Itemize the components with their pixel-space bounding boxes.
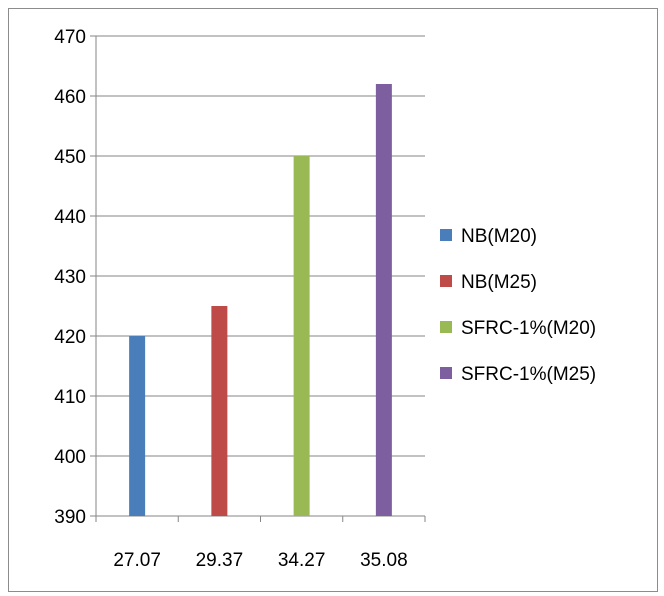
x-tick-label: 35.08 xyxy=(360,550,408,571)
y-tick-label: 420 xyxy=(54,327,86,348)
y-tick-label: 460 xyxy=(54,87,86,108)
bars xyxy=(129,84,392,516)
x-tick-label: 27.07 xyxy=(113,550,161,571)
y-tick-label: 450 xyxy=(54,147,86,168)
y-tick-label: 430 xyxy=(54,267,86,288)
legend-label: NB(M20) xyxy=(461,226,537,247)
bar xyxy=(129,336,146,516)
x-tick-label: 29.37 xyxy=(196,550,244,571)
bar xyxy=(293,156,310,516)
gridlines xyxy=(96,35,425,457)
x-tick-label: 34.27 xyxy=(278,550,326,571)
legend-label: NB(M25) xyxy=(461,272,537,293)
legend: NB(M20) NB(M25) SFRC-1%(M20) SFRC-1%(M25) xyxy=(440,226,596,385)
bar xyxy=(211,306,228,516)
tick-labels: 390 400 410 420 430 440 450 460 470 27.07 29.37 34.… xyxy=(54,27,407,571)
bar xyxy=(375,84,392,516)
y-tick-label: 440 xyxy=(54,207,86,228)
y-tick-label: 470 xyxy=(54,27,86,48)
y-tick-label: 390 xyxy=(54,507,86,528)
chart-frame xyxy=(8,8,658,592)
legend-swatch xyxy=(440,367,452,379)
legend-label: SFRC-1%(M25) xyxy=(461,364,596,385)
y-tick-label: 400 xyxy=(54,447,86,468)
y-tick-label: 410 xyxy=(54,387,86,408)
legend-label: SFRC-1%(M20) xyxy=(461,318,596,339)
legend-swatch xyxy=(440,229,452,241)
axes xyxy=(90,35,426,522)
legend-swatch xyxy=(440,321,452,333)
legend-swatch xyxy=(440,275,452,287)
